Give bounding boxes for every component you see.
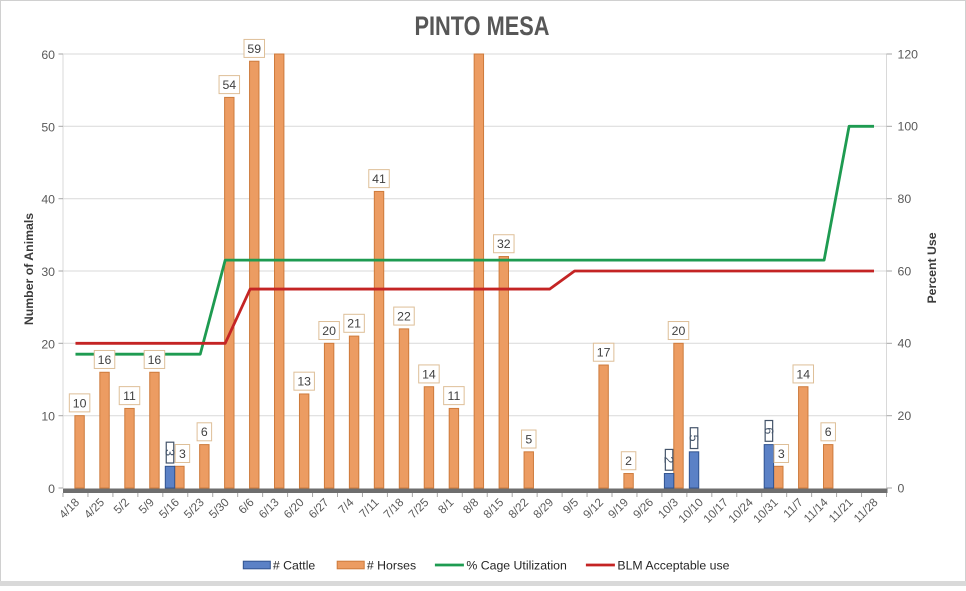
svg-text:BLM Acceptable use: BLM Acceptable use [617, 558, 729, 572]
svg-text:22: 22 [397, 309, 411, 323]
svg-text:2: 2 [662, 456, 676, 463]
svg-text:30: 30 [41, 265, 55, 279]
svg-text:20: 20 [898, 409, 912, 423]
svg-text:3: 3 [179, 447, 186, 461]
svg-text:20: 20 [41, 337, 55, 351]
svg-text:17: 17 [597, 346, 611, 360]
svg-text:11: 11 [123, 389, 136, 403]
svg-text:40: 40 [41, 193, 55, 207]
svg-text:3: 3 [778, 447, 785, 461]
svg-text:PINTO MESA: PINTO MESA [415, 11, 550, 41]
svg-text:20: 20 [672, 324, 686, 338]
svg-text:40: 40 [898, 337, 912, 351]
svg-text:100: 100 [898, 120, 919, 134]
svg-text:# Cattle: # Cattle [273, 558, 316, 572]
svg-text:16: 16 [98, 353, 112, 367]
svg-text:6: 6 [201, 425, 208, 439]
svg-text:14: 14 [422, 367, 436, 381]
svg-text:% Cage Utilization: % Cage Utilization [466, 558, 567, 572]
svg-text:# Horses: # Horses [367, 558, 416, 572]
svg-text:3: 3 [163, 449, 177, 456]
svg-text:10: 10 [41, 410, 55, 424]
svg-text:Number of Animals: Number of Animals [22, 213, 36, 325]
svg-text:120: 120 [898, 47, 919, 61]
svg-text:50: 50 [41, 120, 55, 134]
svg-text:16: 16 [148, 353, 162, 367]
svg-text:59: 59 [247, 42, 261, 56]
svg-text:6: 6 [762, 427, 776, 434]
svg-text:2: 2 [625, 454, 632, 468]
svg-text:Percent Use: Percent Use [925, 232, 939, 303]
svg-text:5: 5 [525, 432, 532, 446]
svg-text:21: 21 [347, 317, 361, 331]
svg-text:80: 80 [898, 192, 912, 206]
svg-text:13: 13 [297, 375, 311, 389]
svg-text:14: 14 [796, 367, 810, 381]
svg-text:41: 41 [372, 172, 386, 186]
svg-text:60: 60 [898, 264, 912, 278]
svg-text:20: 20 [322, 324, 336, 338]
svg-text:6: 6 [825, 425, 832, 439]
svg-text:0: 0 [48, 482, 55, 496]
svg-text:5: 5 [687, 435, 701, 442]
svg-text:54: 54 [222, 78, 236, 92]
svg-text:60: 60 [41, 48, 55, 62]
svg-text:32: 32 [497, 237, 511, 251]
svg-text:10: 10 [73, 396, 87, 410]
svg-text:11: 11 [448, 389, 461, 403]
svg-text:0: 0 [898, 481, 905, 495]
